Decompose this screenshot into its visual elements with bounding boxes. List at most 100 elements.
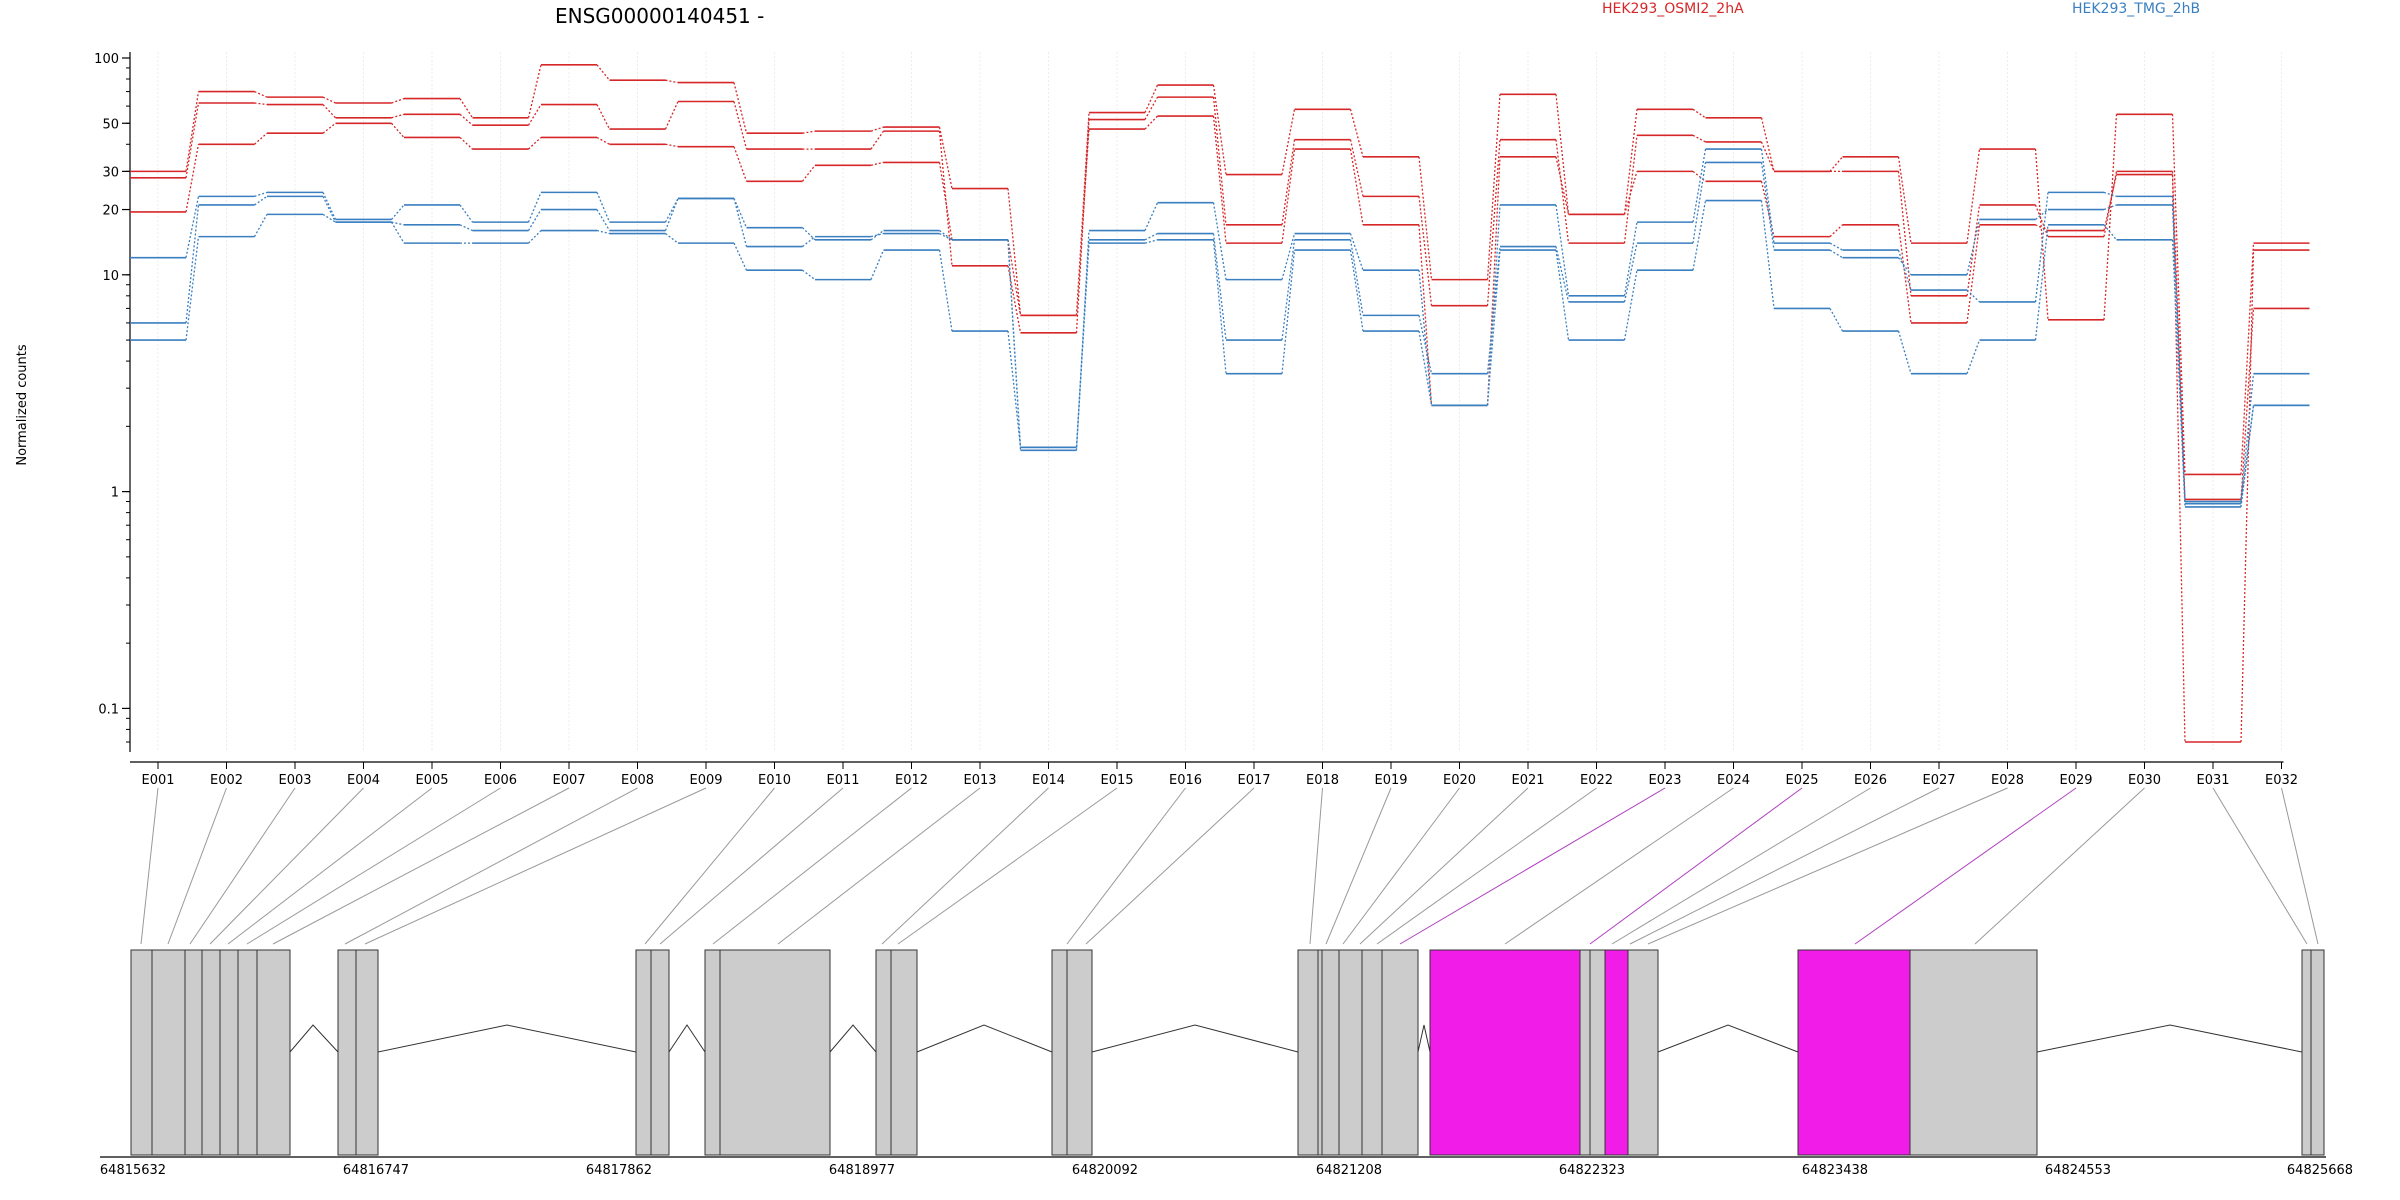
- series-ramp: [1418, 270, 1433, 406]
- y-axis-label: Normalized counts: [15, 344, 30, 466]
- genomic-coordinate-label: 64816747: [343, 1163, 409, 1178]
- series-ramp: [1966, 219, 1981, 275]
- series-ramp: [185, 204, 200, 323]
- series-ramp: [254, 195, 268, 206]
- series-ramp: [1555, 94, 1570, 215]
- series-ramp: [1212, 239, 1227, 374]
- series-ramp: [1966, 339, 1981, 374]
- x-tick-label: E005: [415, 773, 448, 788]
- series-ramp: [870, 161, 884, 166]
- series-ramp: [254, 90, 268, 98]
- genomic-coordinate-label: 64820092: [1072, 1163, 1138, 1178]
- connector-E001: [140, 787, 159, 945]
- genomic-coordinate-label: 64817862: [586, 1163, 652, 1178]
- x-tick-label: E024: [1717, 773, 1750, 788]
- series-ramp: [1349, 239, 1364, 316]
- series-ramp: [870, 130, 885, 150]
- exon-connector-lines: [140, 787, 2319, 945]
- series-ramp: [1075, 129, 1090, 316]
- series-ramp: [596, 136, 610, 145]
- intron-line: [1091, 1024, 1299, 1053]
- series-ramp: [2103, 174, 2118, 231]
- series-ramp: [1829, 242, 1843, 251]
- series-ramp: [1007, 188, 1022, 316]
- series-ramp: [1623, 242, 1638, 303]
- series-ramp: [1897, 224, 1912, 323]
- series-ramp: [1212, 115, 1227, 244]
- connector-E015: [897, 787, 1118, 945]
- series-ramp: [1829, 156, 1843, 172]
- series-lines: [130, 64, 2310, 743]
- legend-entry-tmg: HEK293_TMG_2hB: [2072, 1, 2200, 17]
- series-ramp: [1897, 257, 1912, 276]
- series-ramp: [322, 192, 337, 220]
- connector-E028: [1647, 787, 2008, 945]
- series-ramp: [1897, 330, 1912, 374]
- x-tick-label: E023: [1648, 773, 1681, 788]
- series-ramp: [2034, 149, 2049, 320]
- series-ramp: [1486, 250, 1501, 406]
- series-ramp: [1555, 250, 1570, 341]
- connector-E006: [246, 787, 501, 945]
- series-ramp: [2171, 239, 2186, 507]
- series-ramp: [2103, 114, 2118, 320]
- connector-E018: [1309, 787, 1323, 945]
- series-ramp: [870, 230, 884, 241]
- x-tick-label: E010: [758, 773, 791, 788]
- x-tick-label: E004: [347, 773, 380, 788]
- series-ramp: [2240, 250, 2255, 743]
- series-ramp: [322, 122, 336, 134]
- series-ramp: [2103, 224, 2117, 241]
- genomic-coordinate-label: 64822323: [1559, 1163, 1625, 1178]
- series-ramp: [1007, 265, 1022, 333]
- series-ramp: [1144, 84, 1159, 113]
- connector-E019: [1325, 787, 1392, 945]
- x-tick-label: E013: [963, 773, 996, 788]
- series-ramp: [2171, 114, 2186, 475]
- exon-block-9: [1579, 949, 1606, 1156]
- x-tick-label: E025: [1785, 773, 1818, 788]
- series-0: [130, 64, 2310, 476]
- series-ramp: [1966, 149, 1981, 244]
- series-ramp: [322, 196, 337, 223]
- exon-block-13: [1909, 949, 2038, 1156]
- series-ramp: [1144, 96, 1159, 120]
- x-tick-label: E020: [1443, 773, 1476, 788]
- connector-E009: [364, 787, 707, 945]
- series-ramp: [870, 126, 884, 132]
- x-tick-label: E022: [1580, 773, 1613, 788]
- series-ramp: [2171, 204, 2186, 502]
- connector-E030: [1974, 787, 2145, 945]
- intron-line: [668, 1024, 706, 1053]
- x-tick-label: E007: [552, 773, 585, 788]
- x-tick-label: E031: [2196, 773, 2229, 788]
- series-ramp: [254, 191, 268, 197]
- series-ramp: [1623, 222, 1638, 296]
- series-ramp: [2103, 171, 2118, 237]
- x-tick-label: E003: [278, 773, 311, 788]
- x-tick-label: E006: [484, 773, 517, 788]
- series-ramp: [1418, 330, 1433, 406]
- x-tick-label: E026: [1854, 773, 1887, 788]
- series-ramp: [1760, 162, 1775, 251]
- series-ramp: [1144, 232, 1158, 241]
- connector-E022: [1376, 787, 1597, 945]
- series-ramp: [2171, 171, 2186, 743]
- series-ramp: [1144, 115, 1158, 130]
- genomic-coordinate-label: 64824553: [2045, 1163, 2111, 1178]
- series-ramp: [1281, 139, 1296, 225]
- x-tick-label: E014: [1032, 773, 1065, 788]
- connector-E020: [1342, 787, 1460, 945]
- x-tick-label: E016: [1169, 773, 1202, 788]
- series-ramp: [185, 144, 200, 213]
- series-ramp: [1007, 239, 1022, 448]
- series-ramp: [391, 113, 405, 119]
- series-ramp: [733, 198, 748, 247]
- series-ramp: [802, 130, 816, 134]
- series-ramp: [665, 233, 679, 244]
- series-ramp: [1966, 224, 1981, 323]
- connector-E031: [2212, 787, 2308, 945]
- connector-E017: [1085, 787, 1255, 945]
- series-ramp: [733, 198, 748, 228]
- series-ramp: [664, 198, 679, 223]
